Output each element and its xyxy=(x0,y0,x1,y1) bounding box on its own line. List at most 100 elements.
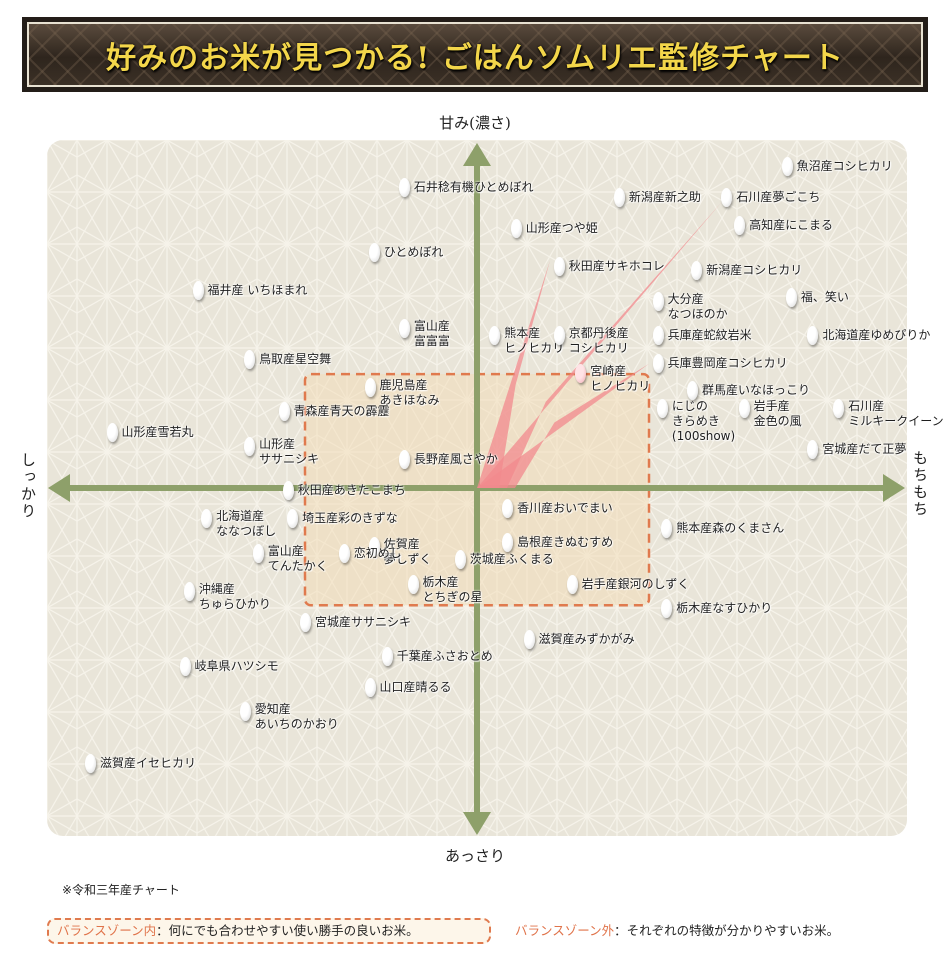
title-banner-frame: 好みのお米が見つかる! ごはんソムリエ監修チャート xyxy=(27,22,923,87)
point-label-line: 京都丹後産 xyxy=(568,326,629,341)
point-label-line: 山形産 xyxy=(259,436,296,451)
legend-balance-inside: バランスゾーン内：何にでも合わせやすい使い勝手の良いお米。 xyxy=(47,918,491,944)
legend-outside-text: ：それぞれの特徴が分かりやすいお米。 xyxy=(614,923,840,938)
point-label: 兵庫豊岡産コシヒカリ xyxy=(668,356,788,371)
rice-grain-icon xyxy=(300,612,311,632)
rice-grain-icon xyxy=(282,481,294,501)
axis-label-left: しっかり xyxy=(19,452,37,520)
point-label: 島根産きぬむすめ xyxy=(517,535,613,550)
point-label-line: 滋賀産みずかがみ xyxy=(538,631,635,646)
rice-grain-icon xyxy=(833,398,845,418)
rice-grain-icon xyxy=(738,398,750,418)
point-label: 富山産 富富富 xyxy=(414,319,450,349)
spike-3 xyxy=(477,363,649,488)
spike-1 xyxy=(477,260,551,488)
rice-grain-icon xyxy=(398,319,410,339)
rice-grain-icon xyxy=(179,657,191,677)
point-label-line: 富山産 xyxy=(267,543,304,558)
point-label: 茨城産ふくまる xyxy=(470,552,554,567)
point-label-line: 新潟産新之助 xyxy=(628,190,701,205)
rice-grain-icon xyxy=(734,215,746,235)
point-label-line: 新潟産コシヒカリ xyxy=(706,262,803,277)
point-label: 宮崎産 ヒノヒカリ xyxy=(590,364,650,394)
point-label: 埼玉産彩のきずな xyxy=(302,511,398,526)
rice-grain-icon xyxy=(407,574,419,594)
point-label: 滋賀産イセヒカリ xyxy=(100,756,196,771)
rice-grain-icon xyxy=(652,326,664,346)
rice-grain-icon xyxy=(721,188,733,208)
rice-grain-icon xyxy=(454,550,466,570)
rice-grain-icon xyxy=(687,381,698,401)
point-label-line: ヒノヒカリ xyxy=(504,341,565,356)
rice-grain-icon xyxy=(368,243,380,263)
rice-grain-icon xyxy=(201,509,213,529)
rice-grain-icon xyxy=(502,498,514,518)
point-label-line: 大分産 xyxy=(667,291,704,306)
point-label: 岐阜県ハツシモ xyxy=(195,659,279,674)
legend-inside-text: ：何にでも合わせやすい使い勝手の良いお米。 xyxy=(156,923,419,938)
axis-label-right: もちもち xyxy=(911,450,929,518)
x-axis-arrow-left xyxy=(48,474,70,502)
point-label: 佐賀産 夢しずく xyxy=(384,537,432,567)
point-label-line: 熊本産 xyxy=(504,326,541,341)
point-label: 新潟産コシヒカリ xyxy=(706,263,802,278)
rice-grain-icon xyxy=(691,260,703,280)
point-label: 宮城産ササニシキ xyxy=(315,615,411,630)
rice-grain-icon xyxy=(807,326,819,346)
point-label: 長野産風さやか xyxy=(414,452,498,467)
rice-grain-icon xyxy=(398,177,410,197)
rice-grain-icon xyxy=(364,377,376,397)
point-label-line: ミルキークイーン xyxy=(848,413,944,428)
rice-grain-icon xyxy=(510,219,522,239)
point-label: 山形産つや姫 xyxy=(526,221,598,236)
point-label: 岩手産 金色の風 xyxy=(754,399,802,429)
point-label-line: コシヒカリ xyxy=(568,341,629,356)
point-label-line: 埼玉産彩のきずな xyxy=(302,511,398,526)
point-label: ひとめぼれ xyxy=(384,245,444,260)
rice-grain-icon xyxy=(183,581,195,601)
point-label-line: 兵庫豊岡産コシヒカリ xyxy=(667,355,788,370)
rice-grain-icon xyxy=(338,543,350,563)
point-label-line: (100show) xyxy=(671,428,736,443)
point-label: 京都丹後産 コシヒカリ xyxy=(569,326,629,356)
rice-grain-icon xyxy=(85,754,96,773)
rice-grain-icon xyxy=(489,326,501,346)
page-title: 好みのお米が見つかる! ごはんソムリエ監修チャート xyxy=(106,40,844,76)
rice-grain-icon xyxy=(575,364,587,384)
point-label-line: ななつぼし xyxy=(216,524,277,539)
point-label-line: 千葉産ふさおとめ xyxy=(396,649,493,664)
point-label-line: 鳥取産星空舞 xyxy=(259,352,332,367)
point-label-line: 熊本産森のくまさん xyxy=(676,521,785,536)
point-label-line: 石川産夢ごこち xyxy=(736,190,821,205)
point-label-line: 佐賀産 xyxy=(383,536,420,551)
point-label-line: とちぎの星 xyxy=(422,589,483,604)
point-label-line: 北海道産ゆめぴりか xyxy=(822,328,931,343)
point-label: 鳥取産星空舞 xyxy=(259,352,331,367)
rice-grain-icon xyxy=(566,574,578,594)
axis-label-bottom: あっさり xyxy=(444,847,505,865)
point-label: 山口産晴るる xyxy=(380,680,452,695)
title-banner: 好みのお米が見つかる! ごはんソムリエ監修チャート xyxy=(22,17,928,92)
point-label-line: なつほのか xyxy=(667,306,728,321)
point-label: 兵庫産蛇紋岩米 xyxy=(668,328,752,343)
rice-grain-icon xyxy=(553,326,565,346)
point-label: にじの きらめき (100show) xyxy=(672,399,735,444)
point-label: 栃木産なすひかり xyxy=(676,601,772,616)
point-label: 愛知産 あいちのかおり xyxy=(255,702,339,732)
point-label-line: 山口産晴るる xyxy=(379,680,452,695)
rice-grain-icon xyxy=(287,509,299,529)
rice-grain-icon xyxy=(381,647,393,667)
point-label-line: 長野産風さやか xyxy=(413,452,498,467)
point-label: 熊本産森のくまさん xyxy=(676,521,784,536)
rice-grain-icon xyxy=(239,702,251,722)
point-label: 大分産 なつほのか xyxy=(668,292,728,322)
point-label: 石川産夢ごこち xyxy=(736,190,820,205)
point-label: 北海道産 ななつぼし xyxy=(216,509,276,539)
point-label: 福井産 いちほまれ xyxy=(208,283,308,298)
point-label: 栃木産 とちぎの星 xyxy=(423,575,483,605)
rice-grain-icon xyxy=(398,450,410,470)
point-label: 福、笑い xyxy=(801,290,849,305)
point-label: 山形産雪若丸 xyxy=(122,425,194,440)
footnote: ※令和三年産チャート xyxy=(62,883,180,897)
point-label-line: ひとめぼれ xyxy=(383,245,444,260)
